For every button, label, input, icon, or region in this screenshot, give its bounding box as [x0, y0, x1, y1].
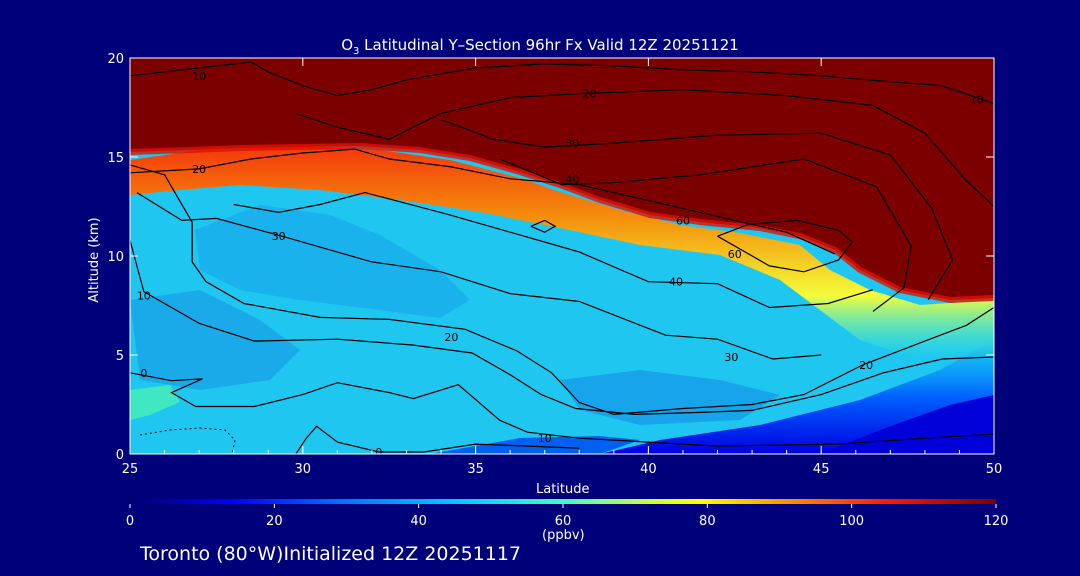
field-surface-band [430, 436, 640, 454]
contour-label: 20 [444, 331, 458, 344]
y-tick-label: 0 [116, 448, 124, 463]
contour-label: 60 [676, 214, 690, 227]
field-north-bl-deep [820, 395, 994, 454]
field-stratosphere [130, 58, 994, 300]
contour-label: 10 [137, 290, 151, 303]
contour-40-top [499, 158, 912, 312]
colorbar-ticks: 0 20 40 60 80 100 120 [126, 504, 1009, 529]
y-tick-label: 5 [116, 349, 124, 364]
contour-label: 0 [140, 367, 147, 380]
ozone-field: 10 20 10 30 20 40 60 30 60 40 10 20 30 20 0 10 0 [130, 58, 994, 459]
y-tick-label: 15 [107, 151, 124, 166]
x-tick-label: 30 [295, 462, 312, 477]
contour-10-top [130, 61, 994, 105]
chart-title: O3 Latitudinal Y–Section 96hr Fx Valid 1… [341, 36, 739, 57]
x-axis: 25 30 35 40 45 50 [122, 58, 1003, 477]
colorbar-units: (ppbv) [542, 528, 585, 543]
contour-37-diamond [530, 219, 557, 233]
contour-0-bottom [295, 425, 580, 454]
contour-30-mid [136, 192, 822, 360]
y-tick-label: 10 [107, 250, 124, 265]
field-green-patch [130, 385, 180, 420]
x-tick-label: 50 [986, 462, 1003, 477]
field-upper-trop-patch [195, 205, 470, 318]
x-tick-label: 45 [813, 462, 830, 477]
contour-label: 30 [565, 137, 579, 150]
contour-label: 10 [192, 70, 206, 83]
contour-label: 20 [583, 88, 597, 101]
contour-0 [130, 372, 994, 447]
colorbar-tick-label: 40 [410, 514, 427, 529]
contour-dotted [139, 427, 236, 454]
contour-30-top [440, 118, 954, 300]
y-axis-label: Altitude (km) [87, 217, 102, 302]
contour-60-loop [717, 219, 854, 273]
y-tick-label: 20 [107, 52, 124, 67]
x-tick-label: 35 [467, 462, 484, 477]
contour-10-left [130, 164, 994, 416]
colorbar-tick-label: 60 [555, 514, 572, 529]
contour-lines [130, 61, 994, 454]
contour-label: 30 [272, 230, 286, 243]
contour-label: 30 [724, 351, 738, 364]
contour-label: 20 [192, 163, 206, 176]
colorbar-tick-label: 80 [699, 514, 716, 529]
field-left-patch [130, 290, 300, 390]
x-axis-label: Latitude [536, 482, 590, 497]
contour-label: 10 [538, 432, 552, 445]
y-axis: 0 5 10 15 20 [107, 52, 994, 463]
x-tick-label: 25 [122, 462, 139, 477]
colorbar-tick-label: 0 [126, 514, 134, 529]
contour-20-low [130, 240, 994, 416]
contour-20-mid [130, 148, 836, 255]
contour-label: 40 [669, 276, 683, 289]
contour-label: 10 [970, 94, 984, 107]
colorbar-tick-label: 20 [266, 514, 283, 529]
contour-20-top [295, 89, 994, 207]
x-tick-label: 40 [640, 462, 657, 477]
contour-label: 60 [728, 248, 742, 261]
colorbar-tick-label: 100 [839, 514, 864, 529]
contour-label: 0 [375, 446, 382, 459]
footer-initialized: Toronto (80°W)Initialized 12Z 20251117 [140, 543, 522, 565]
field-tropopause-band [130, 146, 994, 360]
contour-label: 40 [565, 173, 579, 186]
colorbar [130, 499, 996, 504]
contour-40-mid [233, 191, 874, 309]
colorbar-tick-label: 120 [984, 514, 1009, 529]
contour-label: 20 [859, 359, 873, 372]
contour-labels: 10 20 10 30 20 40 60 30 60 40 10 20 30 20 0 10 0 [137, 70, 984, 459]
